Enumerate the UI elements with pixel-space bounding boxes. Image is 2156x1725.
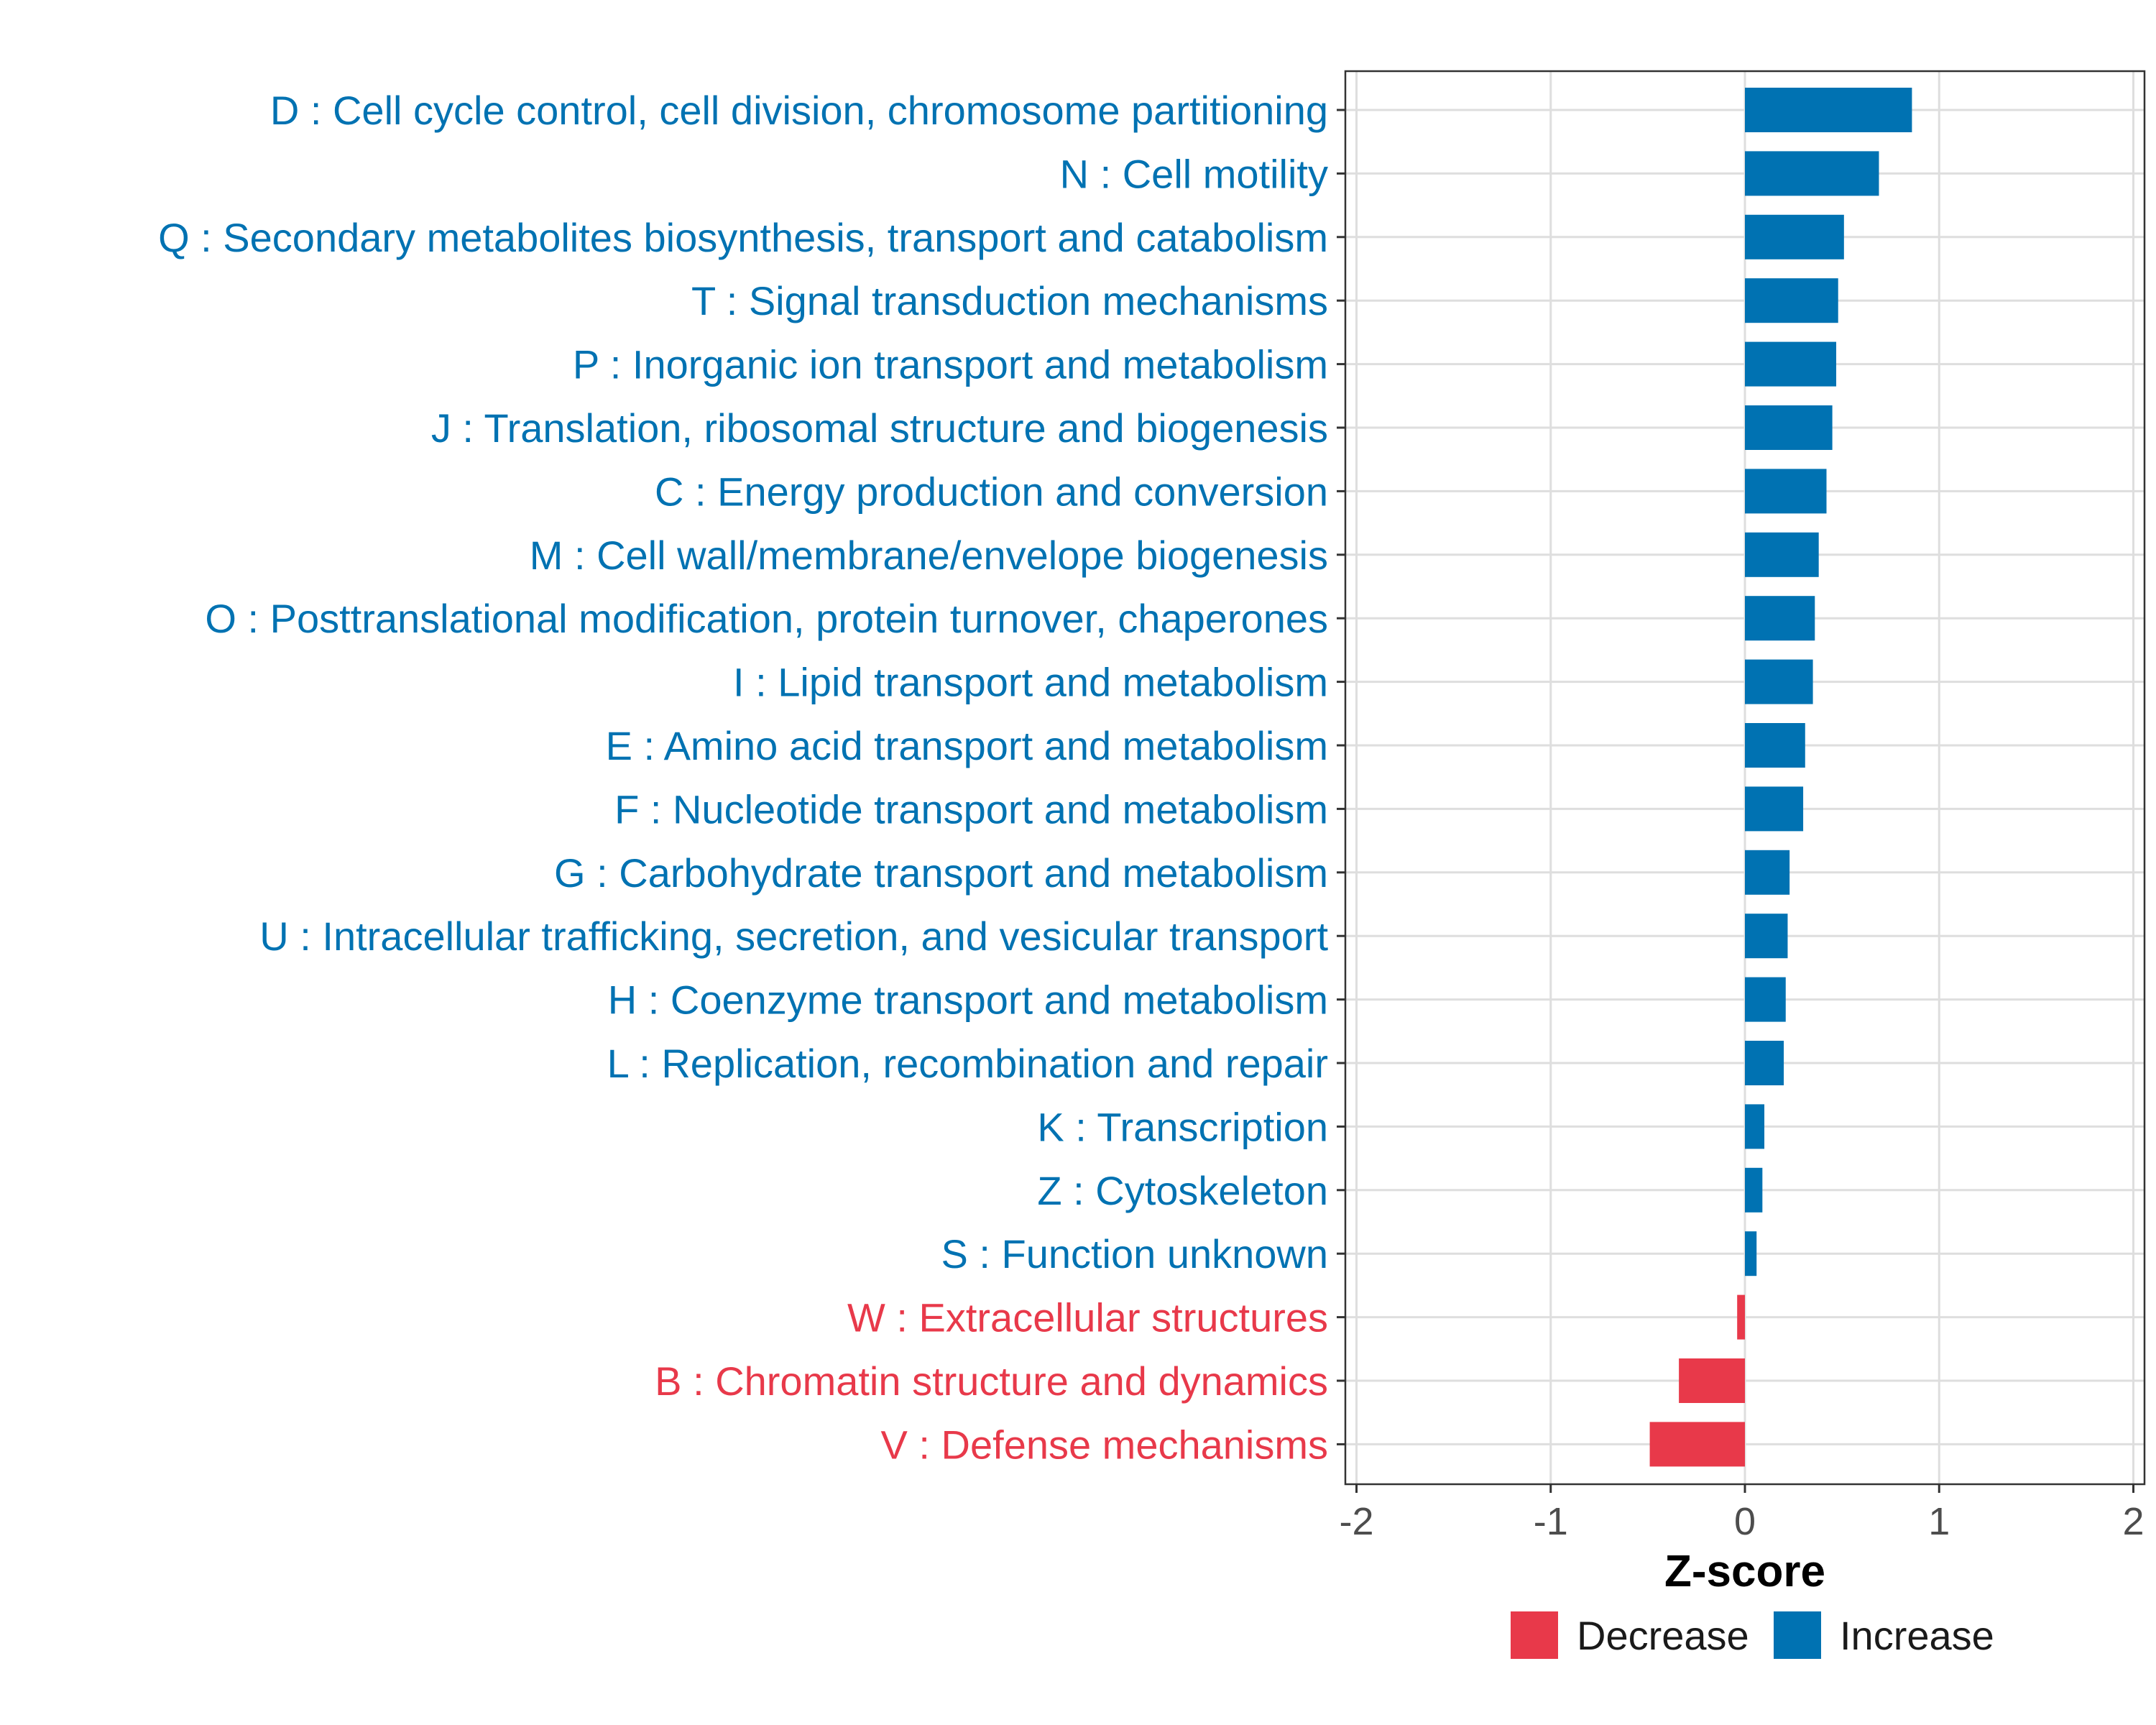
category-label: C : Energy production and conversion [655,469,1328,514]
category-label: W : Extracellular structures [847,1295,1328,1340]
category-label: B : Chromatin structure and dynamics [655,1358,1328,1404]
legend: Decrease Increase [1511,1611,1994,1659]
category-label: F : Nucleotide transport and metabolism [614,786,1328,832]
bar-b [1679,1358,1745,1403]
bar-d [1745,88,1912,132]
x-tick-label: 0 [1734,1500,1756,1543]
bar-z [1745,1167,1763,1213]
category-label: M : Cell wall/membrane/envelope biogenes… [530,533,1328,578]
category-label: P : Inorganic ion transport and metaboli… [573,342,1328,387]
category-label: D : Cell cycle control, cell division, c… [270,88,1328,133]
legend-label-decrease: Decrease [1577,1613,1749,1658]
category-label: I : Lipid transport and metabolism [733,660,1328,705]
x-axis-title: Z-score [1664,1547,1825,1596]
bar-p [1745,341,1837,387]
bar-m [1745,532,1819,577]
bar-s [1745,1231,1757,1276]
x-tick-label: 2 [2122,1500,2144,1543]
category-label: H : Coenzyme transport and metabolism [608,978,1328,1023]
legend-key-increase [1774,1611,1821,1659]
bar-l [1745,1041,1784,1085]
bar-k [1745,1104,1765,1149]
category-label: K : Transcription [1037,1104,1328,1149]
category-label: G : Carbohydrate transport and metabolis… [554,850,1328,896]
category-label: J : Translation, ribosomal structure and… [431,405,1328,451]
legend-key-decrease [1511,1611,1558,1659]
x-tick-label: -1 [1534,1500,1568,1543]
bar-q [1745,214,1844,259]
category-label: E : Amino acid transport and metabolism [606,723,1328,768]
category-label: O : Posttranslational modification, prot… [205,596,1328,641]
category-label: Q : Secondary metabolites biosynthesis, … [158,215,1328,260]
category-label: S : Function unknown [941,1231,1328,1276]
bar-c [1745,469,1827,514]
bar-w [1737,1294,1745,1340]
category-label: U : Intracellular trafficking, secretion… [259,914,1328,959]
bar-g [1745,850,1790,895]
legend-label-increase: Increase [1840,1613,1994,1658]
bar-i [1745,659,1813,704]
bar-h [1745,977,1786,1022]
x-tick-label: -2 [1339,1500,1373,1543]
x-axis: -2 -1 0 1 2 [1339,1484,2145,1543]
category-label: T : Signal transduction mechanisms [691,278,1328,323]
bar-e [1745,723,1805,768]
category-label: N : Cell motility [1060,151,1328,196]
bar-j [1745,405,1833,450]
bar-f [1745,786,1804,832]
category-label: V : Defense mechanisms [881,1422,1328,1467]
category-label: L : Replication, recombination and repai… [607,1041,1328,1086]
bar-n [1745,151,1879,196]
bars [1649,88,1912,1467]
category-label: Z : Cytoskeleton [1037,1168,1328,1213]
x-tick-label: 1 [1928,1500,1950,1543]
bar-u [1745,914,1788,959]
category-labels: D : Cell cycle control, cell division, c… [158,88,1345,1467]
bar-t [1745,278,1838,323]
bar-o [1745,596,1815,641]
bar-v [1649,1422,1745,1467]
